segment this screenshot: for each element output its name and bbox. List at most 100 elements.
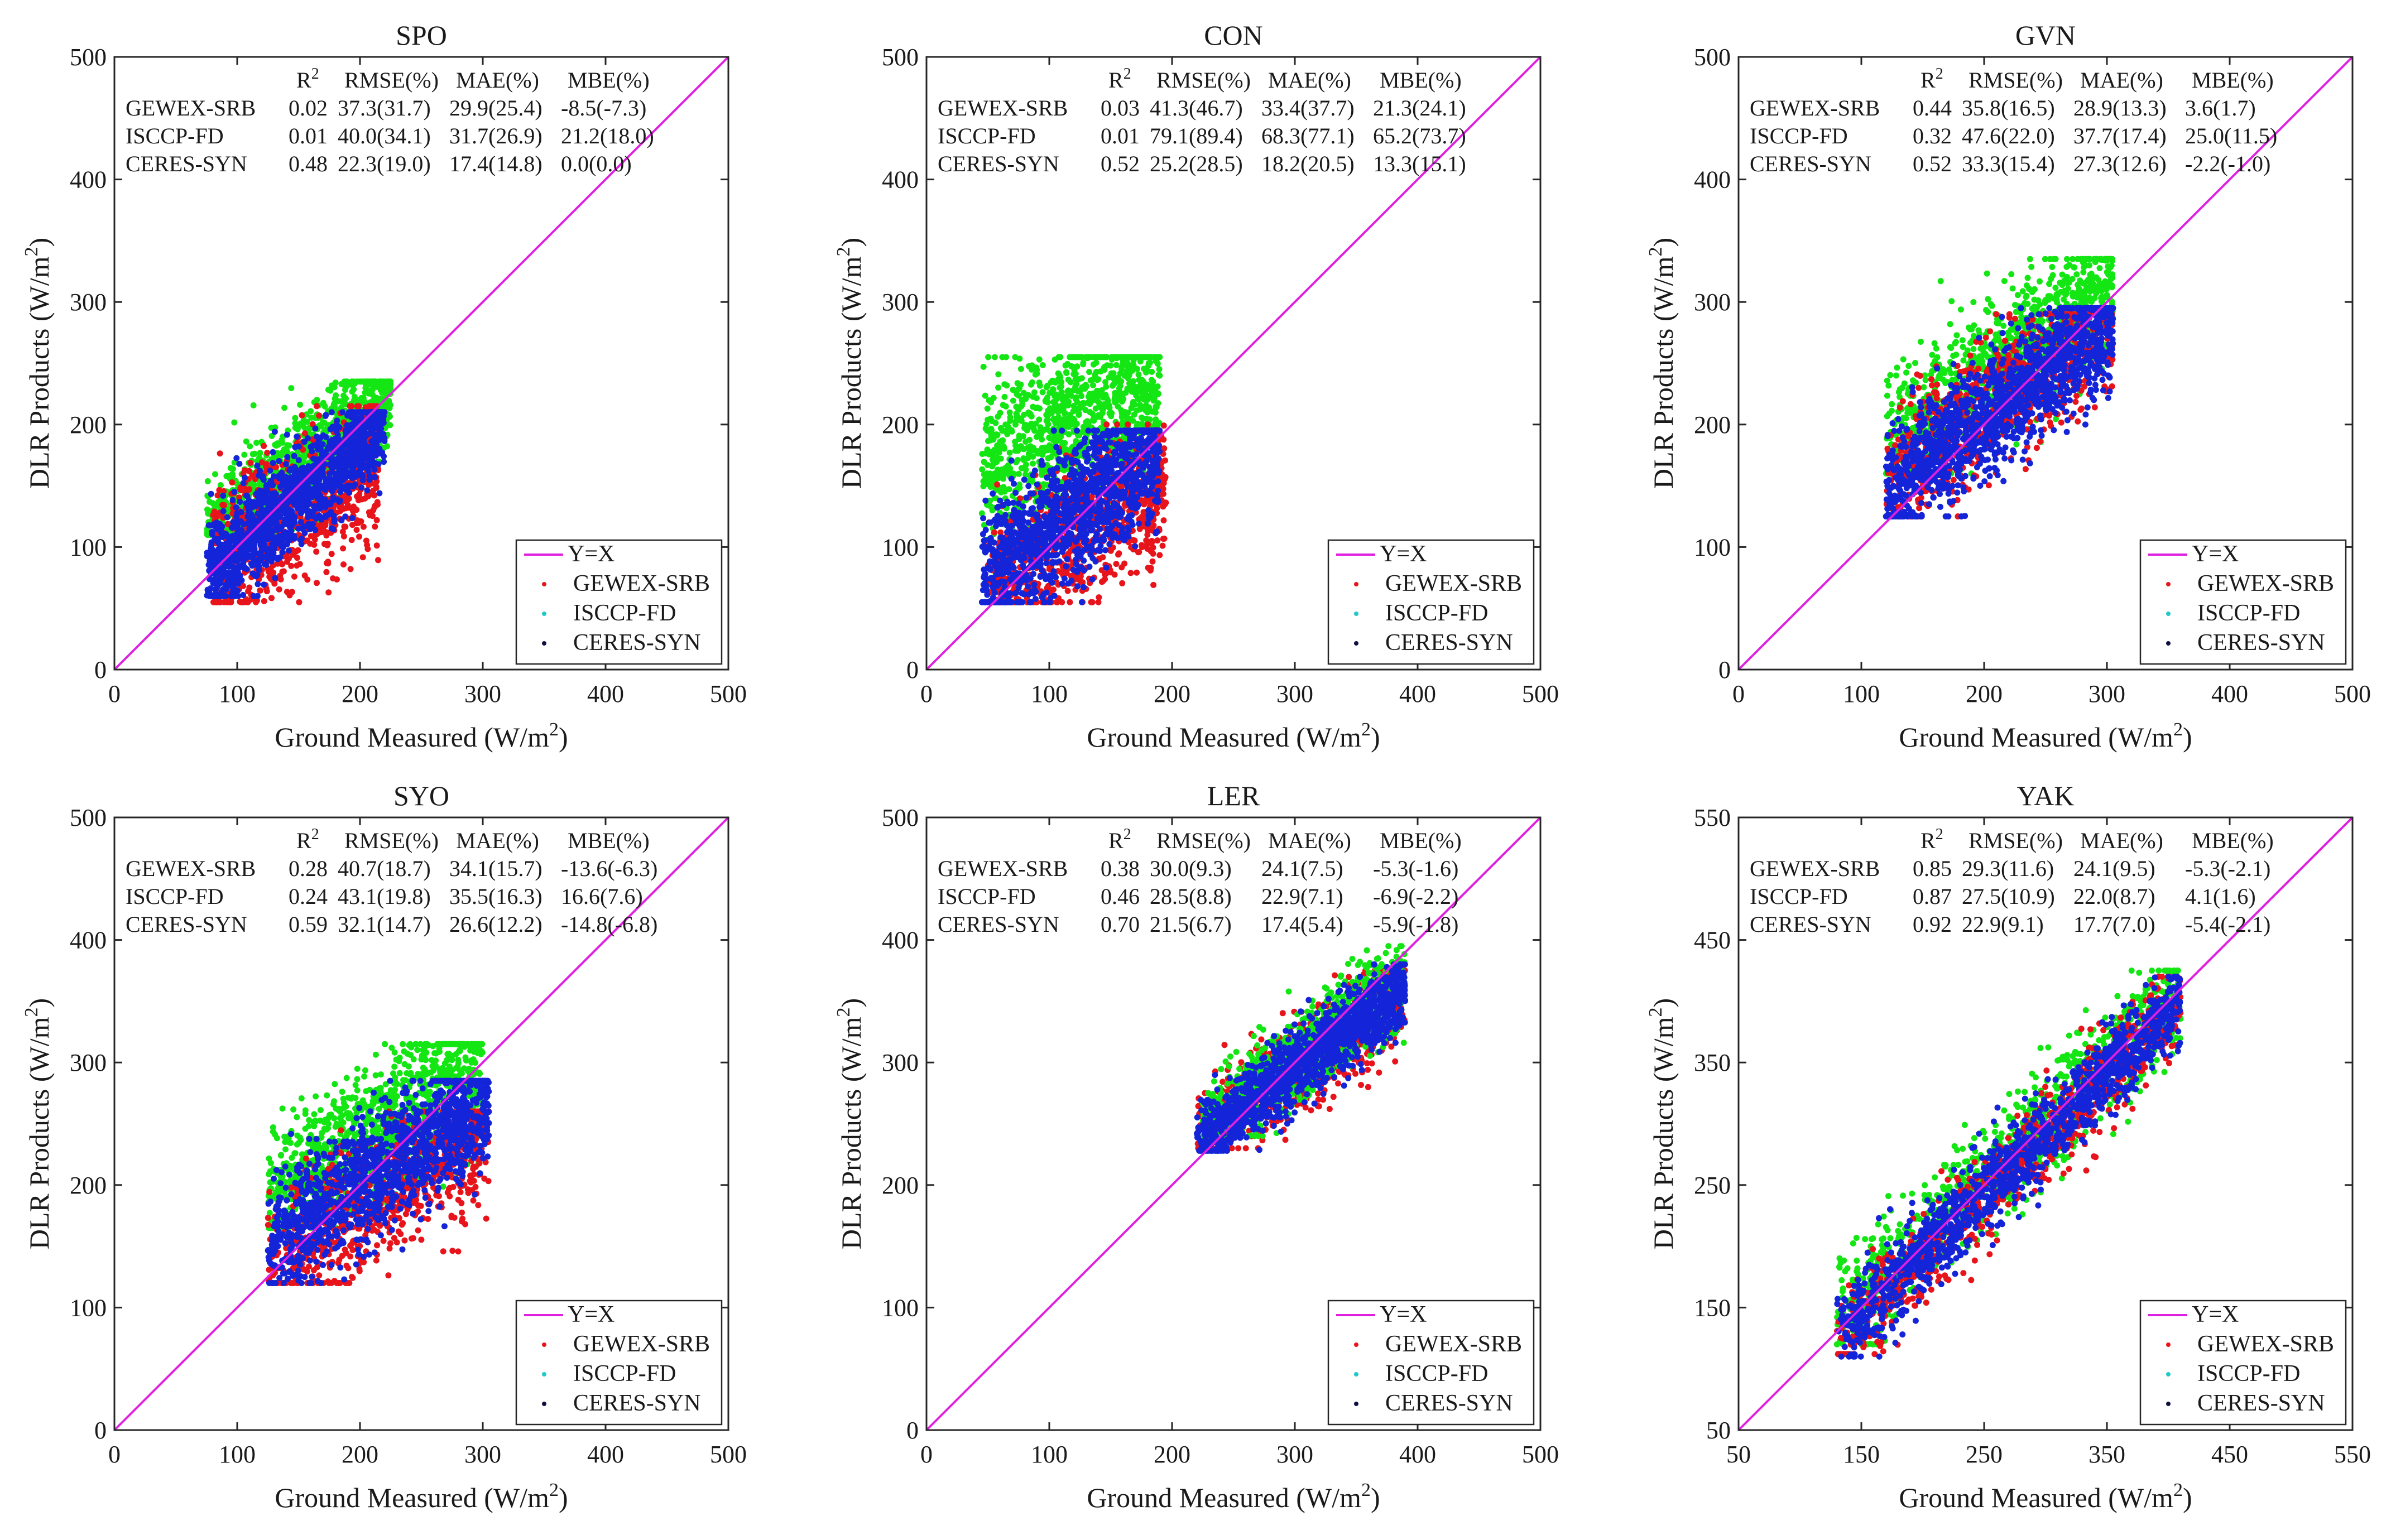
data-point [371,446,378,453]
stats-rmse: 22.3(19.0) [338,151,431,176]
data-point [353,507,360,513]
data-point [375,557,381,564]
data-point [979,451,986,457]
data-point [281,405,288,411]
data-point [234,531,241,537]
data-point [1103,383,1110,390]
data-point [219,593,225,599]
data-point [1013,411,1020,417]
data-point [1118,414,1125,420]
data-point [1044,399,1051,406]
data-point [295,443,302,450]
data-point [312,425,319,432]
data-point [1078,393,1085,400]
y-axis-label-sup: 2 [21,247,42,257]
data-point [263,464,270,470]
data-point [242,474,248,481]
data-point [204,478,211,484]
stats-r2: 0.01 [289,123,328,148]
data-point [291,501,298,508]
data-point [1139,392,1146,398]
data-point [294,555,300,561]
data-point [342,475,348,481]
data-point [284,431,290,438]
data-point [270,548,276,555]
data-point [1139,542,1145,548]
data-point [214,492,221,499]
data-point [1017,495,1024,502]
data-point [344,426,351,432]
data-point [284,448,290,455]
data-point [1069,364,1076,370]
data-point [232,551,239,558]
data-point [286,547,292,554]
data-point [282,529,289,536]
data-point [347,566,354,572]
data-point [366,378,373,385]
panel-con: 0 100 200 300 400 5000100200300400500CONGroun… [833,20,1559,753]
data-point [1101,405,1107,411]
data-point [1054,416,1060,423]
data-point [1120,361,1126,368]
data-point [277,526,284,532]
data-point [244,487,251,494]
data-point [1036,382,1043,389]
data-point [327,426,334,432]
data-point [266,536,272,542]
data-point [373,517,380,523]
data-point [234,588,241,594]
data-point [1093,414,1100,420]
x-tick-label: 200 [342,680,378,708]
data-point [328,551,335,557]
data-point [338,449,345,455]
data-point [278,542,285,549]
data-point [263,546,270,553]
data-point [249,472,256,479]
data-point [233,455,240,461]
data-point [1015,447,1022,453]
data-point [279,506,285,513]
data-point [1031,389,1038,396]
data-point [309,448,315,455]
y-tick-label: 300 [70,288,107,316]
data-point [314,443,320,450]
data-point [255,581,261,588]
data-point [322,528,329,535]
data-point [981,522,987,528]
data-point [291,478,297,484]
data-point [380,434,387,440]
data-point [337,498,344,504]
data-point [304,489,310,495]
data-point [279,549,286,556]
data-point [1045,455,1052,461]
data-point [291,464,298,470]
data-point [296,599,303,605]
data-point [1159,542,1166,549]
data-point [331,518,338,525]
data-point [260,473,266,480]
data-point [358,409,364,416]
data-point [366,509,372,516]
data-point [328,459,335,466]
data-point [1014,391,1020,397]
legend-dot-marker [542,582,546,586]
data-point [257,468,263,474]
data-point [328,525,335,532]
data-point [219,523,225,530]
data-point [995,413,1001,420]
data-point [1102,571,1108,578]
data-point [1034,367,1040,373]
data-point [212,536,218,542]
legend-dot-marker [542,612,546,616]
data-point [373,542,380,549]
data-point [300,498,307,504]
data-point [268,595,275,601]
data-point [1060,405,1067,411]
data-point [1110,375,1117,382]
data-point [303,411,310,418]
data-point [383,402,390,408]
data-point [323,569,330,575]
data-point [351,436,357,442]
data-point [282,473,289,480]
